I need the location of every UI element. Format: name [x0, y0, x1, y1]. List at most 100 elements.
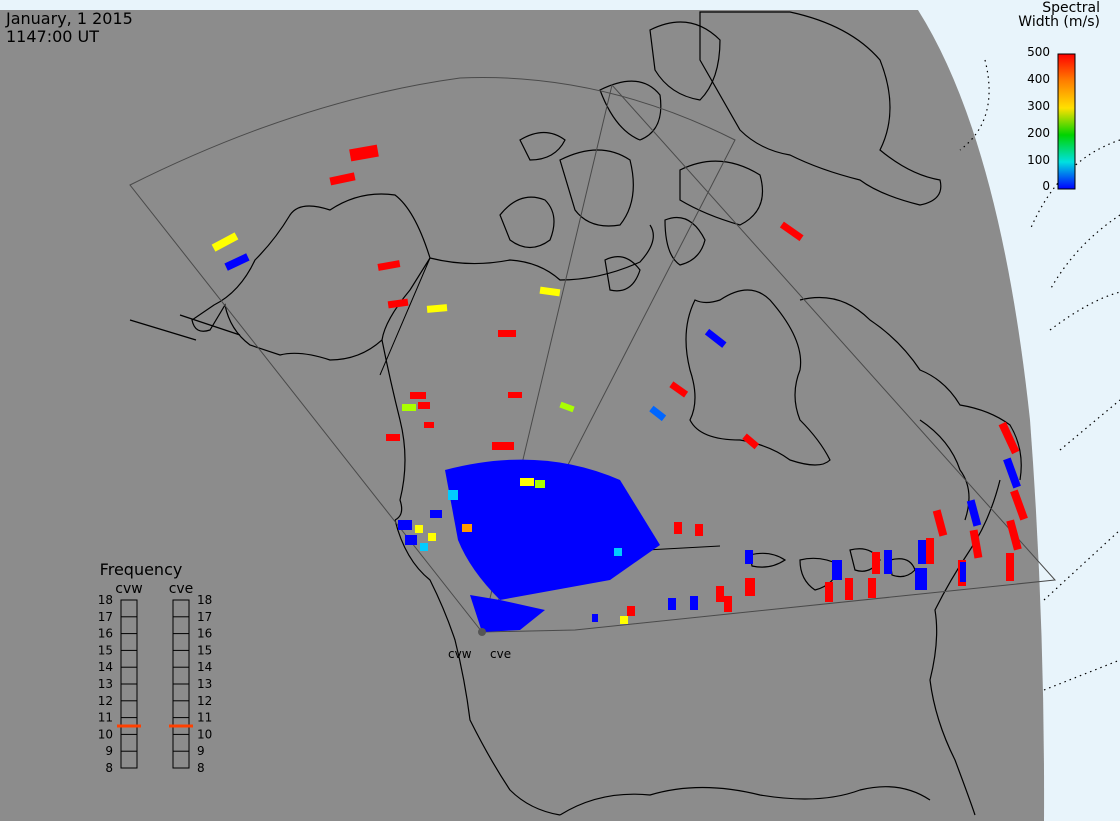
frequency-panel: Frequency cvw cve 18 18 17 17 16 16 15 15 14 14 13… — [98, 560, 213, 775]
echo-cell — [872, 552, 880, 574]
echo-cell — [716, 586, 724, 602]
frequency-label-left: 12 — [98, 694, 113, 708]
frequency-label-left: 16 — [98, 627, 113, 641]
colorbar-tick: 0 — [1042, 179, 1050, 193]
echo-cell — [966, 499, 982, 527]
echo-cell — [211, 232, 239, 252]
radar-sites: cvw cve — [448, 628, 511, 661]
frequency-radar-cvw: cvw — [115, 581, 142, 597]
echo-cell — [724, 596, 732, 612]
frequency-label-right: 13 — [197, 677, 212, 691]
echo-cell — [349, 144, 379, 162]
frequency-label-left: 11 — [98, 711, 113, 725]
echo-cell — [868, 578, 876, 598]
radar-label-cve: cve — [490, 647, 511, 661]
frequency-label-right: 14 — [197, 660, 212, 674]
radar-label-cvw: cvw — [448, 647, 472, 661]
echo-cell — [627, 606, 635, 616]
echo-cell — [535, 480, 545, 488]
echo-cell — [426, 304, 448, 313]
echo-cell — [669, 381, 689, 398]
grid-dotted-lines — [959, 59, 1120, 691]
fov-outlines — [129, 77, 1057, 633]
echo-cell — [592, 614, 598, 622]
echo-cell — [428, 533, 436, 541]
echo-cell — [745, 550, 753, 564]
echo-cell — [825, 582, 833, 602]
echo-cell — [387, 298, 409, 309]
colorbar: Spectral Width (m/s) 500 400 300 200 100… — [1018, 0, 1100, 193]
echo-cell — [1003, 457, 1021, 489]
echo-cell — [492, 442, 514, 450]
echo-cell — [520, 478, 534, 486]
echo-cell — [418, 402, 430, 409]
frequency-label-right: 16 — [197, 627, 212, 641]
frequency-label-left: 14 — [98, 660, 113, 674]
echo-cell — [695, 524, 703, 536]
echo-cell — [674, 522, 682, 534]
echo-cell — [960, 562, 966, 582]
echo-cell — [559, 401, 575, 413]
echo-cell — [779, 221, 804, 242]
echo-region-main — [445, 459, 660, 600]
echo-cell — [649, 405, 667, 422]
colorbar-gradient — [1057, 53, 1076, 190]
frequency-labels: 18 18 17 17 16 16 15 15 14 14 13 13 12 12 11 11 10 10 9 9 8 8 — [98, 593, 213, 775]
colorbar-tick: 100 — [1027, 153, 1050, 167]
date-label: January, 1 2015 — [5, 9, 133, 28]
radar-echoes — [211, 144, 1028, 632]
echo-cell — [410, 392, 426, 399]
frequency-label-left: 13 — [98, 677, 113, 691]
echo-cell — [329, 172, 356, 186]
frequency-label-right: 18 — [197, 593, 212, 607]
frequency-label-left: 17 — [98, 610, 113, 624]
echo-cell — [1006, 519, 1022, 551]
echo-cell — [420, 543, 428, 551]
echo-cell — [668, 598, 676, 610]
echo-cell — [508, 392, 522, 398]
echo-cell — [998, 421, 1020, 455]
echo-cell — [462, 524, 472, 532]
frequency-label-right: 8 — [197, 761, 205, 775]
colorbar-title-line2: Width (m/s) — [1018, 14, 1100, 30]
echo-region-near — [470, 595, 545, 632]
echo-cell — [742, 433, 760, 450]
frequency-label-left: 10 — [98, 727, 113, 741]
echo-cell — [832, 560, 842, 580]
echo-cell — [932, 509, 948, 537]
echo-cell — [614, 548, 622, 556]
echo-cell — [1006, 553, 1014, 581]
frequency-title: Frequency — [100, 560, 183, 579]
echo-cell — [969, 529, 983, 559]
echo-cell — [620, 616, 628, 624]
frequency-label-right: 17 — [197, 610, 212, 624]
echo-cell — [845, 578, 853, 600]
echo-cell — [704, 328, 727, 348]
frequency-radar-cve: cve — [169, 581, 194, 597]
coastlines — [129, 11, 1022, 816]
echo-cell — [915, 568, 927, 590]
echo-cell — [224, 253, 250, 271]
earth-disk — [0, 10, 1045, 821]
frequency-ticks — [121, 599, 189, 769]
echo-cell — [398, 520, 412, 530]
colorbar-tick: 500 — [1027, 45, 1050, 59]
frequency-label-left: 8 — [105, 761, 113, 775]
colorbar-tick: 300 — [1027, 99, 1050, 113]
echo-cell — [926, 538, 934, 564]
echo-cell — [690, 596, 698, 610]
echo-cell — [884, 550, 892, 574]
colorbar-tick: 200 — [1027, 126, 1050, 140]
echo-cell — [386, 434, 400, 441]
echo-cell — [402, 404, 416, 411]
frequency-label-right: 10 — [197, 727, 212, 741]
echo-cell — [1010, 489, 1028, 521]
colorbar-title-line1: Spectral — [1042, 0, 1100, 16]
echo-cell — [424, 422, 434, 428]
echo-cell — [745, 578, 755, 596]
frequency-label-right: 12 — [197, 694, 212, 708]
echo-cell — [539, 286, 561, 297]
frequency-label-left: 15 — [98, 643, 113, 657]
